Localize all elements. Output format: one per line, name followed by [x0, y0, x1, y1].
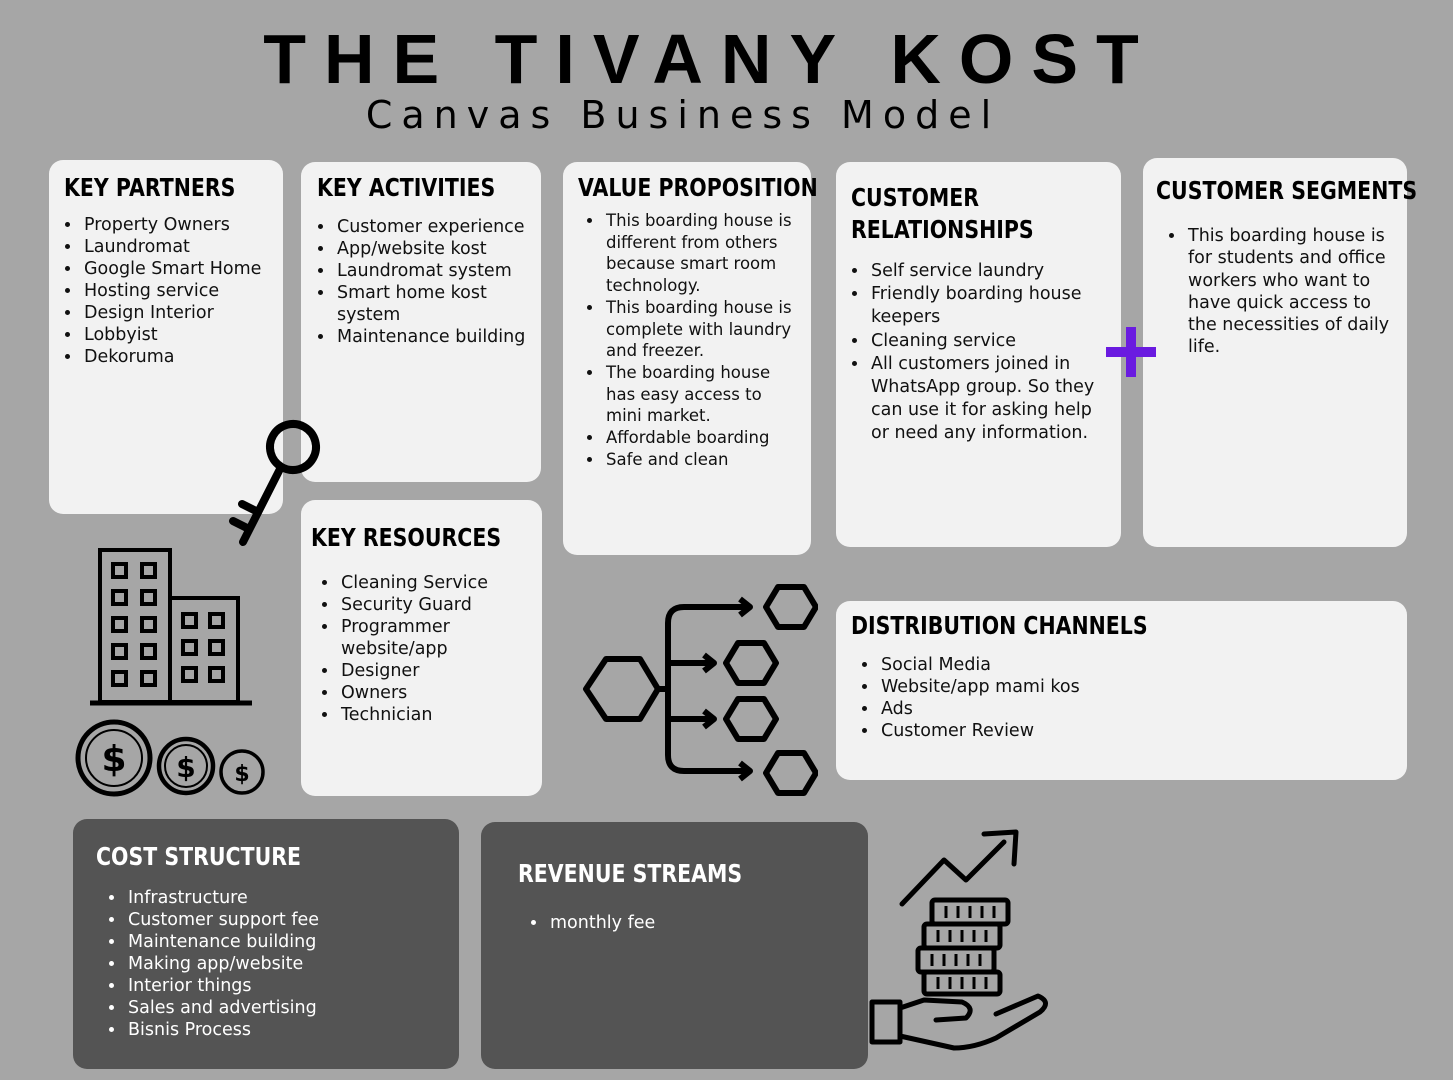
- hexagon-flow-icon: [583, 584, 818, 796]
- cost-structure-list: InfrastructureCustomer support feeMainte…: [96, 887, 439, 1041]
- list-item: Laundromat system: [335, 260, 531, 282]
- value-proposition-list: This boarding house is different from ot…: [578, 210, 795, 470]
- page-title: THE TIVANY KOST: [263, 20, 1157, 98]
- customer-segments-list: This boarding house is for students and …: [1156, 225, 1393, 359]
- customer-relationships-card: CUSTOMER RELATIONSHIPS Self service laun…: [836, 162, 1121, 547]
- dollar-coins-icon: $ $ $: [75, 719, 265, 797]
- key-icon: [229, 420, 320, 546]
- customer-relationships-list: Self service laundryFriendly boarding ho…: [851, 260, 1101, 446]
- key-activities-list: Customer experienceApp/website kostLaund…: [317, 216, 531, 348]
- list-item: Hosting service: [82, 280, 273, 302]
- list-item: Programmer website/app: [339, 616, 532, 660]
- list-item: Self service laundry: [869, 260, 1101, 283]
- list-item: This boarding house is complete with lau…: [604, 297, 795, 362]
- cost-structure-card: COST STRUCTURE InfrastructureCustomer su…: [73, 819, 459, 1069]
- customer-relationships-title-line1: CUSTOMER: [851, 183, 980, 212]
- list-item: Design Interior: [82, 302, 273, 324]
- list-item: Website/app mami kos: [879, 676, 1387, 698]
- distribution-channels-list: Social MediaWebsite/app mami kosAdsCusto…: [851, 654, 1387, 742]
- list-item: Friendly boarding house keepers: [869, 283, 1101, 329]
- list-item: Interior things: [126, 975, 439, 997]
- page-subtitle: Canvas Business Model: [365, 93, 1001, 137]
- list-item: Property Owners: [82, 214, 273, 236]
- list-item: Cleaning Service: [339, 572, 532, 594]
- distribution-channels-title: DISTRIBUTION CHANNELS: [851, 611, 1148, 640]
- list-item: All customers joined in WhatsApp group. …: [869, 353, 1101, 446]
- list-item: Bisnis Process: [126, 1019, 439, 1041]
- list-item: Security Guard: [339, 594, 532, 616]
- list-item: Social Media: [879, 654, 1387, 676]
- list-item: Customer support fee: [126, 909, 439, 931]
- list-item: This boarding house is for students and …: [1186, 225, 1393, 359]
- building-icon: [90, 548, 252, 706]
- list-item: Infrastructure: [126, 887, 439, 909]
- money-growth-hand-icon: [869, 829, 1048, 1051]
- list-item: App/website kost: [335, 238, 531, 260]
- value-proposition-card: VALUE PROPOSITION This boarding house is…: [563, 162, 818, 555]
- value-proposition-title: VALUE PROPOSITION: [578, 173, 818, 202]
- plus-icon: [1106, 327, 1156, 377]
- distribution-channels-card: DISTRIBUTION CHANNELS Social MediaWebsit…: [836, 601, 1407, 780]
- list-item: Lobbyist: [82, 324, 273, 346]
- list-item: Laundromat: [82, 236, 273, 258]
- revenue-streams-title: REVENUE STREAMS: [518, 859, 743, 888]
- list-item: Designer: [339, 660, 532, 682]
- key-partners-list: Property OwnersLaundromatGoogle Smart Ho…: [64, 214, 273, 368]
- list-item: Making app/website: [126, 953, 439, 975]
- list-item: Customer experience: [335, 216, 531, 238]
- key-activities-card: KEY ACTIVITIES Customer experienceApp/we…: [301, 162, 541, 482]
- list-item: Google Smart Home: [82, 258, 273, 280]
- list-item: This boarding house is different from ot…: [604, 210, 795, 297]
- list-item: Owners: [339, 682, 532, 704]
- list-item: Affordable boarding: [604, 427, 795, 449]
- list-item: The boarding house has easy access to mi…: [604, 362, 795, 427]
- revenue-streams-list: monthly fee: [518, 912, 848, 934]
- list-item: Sales and advertising: [126, 997, 439, 1019]
- key-partners-card: KEY PARTNERS Property OwnersLaundromatGo…: [49, 160, 283, 514]
- customer-relationships-title-line2: RELATIONSHIPS: [851, 215, 1034, 244]
- list-item: Smart home kost system: [335, 282, 531, 326]
- customer-segments-card: CUSTOMER SEGMENTS This boarding house is…: [1143, 158, 1418, 547]
- list-item: Technician: [339, 704, 532, 726]
- list-item: Maintenance building: [126, 931, 439, 953]
- customer-segments-title: CUSTOMER SEGMENTS: [1156, 176, 1418, 205]
- svg-text:$: $: [176, 751, 195, 784]
- revenue-streams-card: REVENUE STREAMS monthly fee: [481, 822, 868, 1069]
- cost-structure-title: COST STRUCTURE: [96, 842, 301, 871]
- list-item: Ads: [879, 698, 1387, 720]
- svg-text:$: $: [234, 762, 249, 787]
- list-item: Customer Review: [879, 720, 1387, 742]
- key-partners-title: KEY PARTNERS: [64, 173, 236, 202]
- key-activities-title: KEY ACTIVITIES: [317, 173, 496, 202]
- list-item: Cleaning service: [869, 330, 1101, 353]
- list-item: Dekoruma: [82, 346, 273, 368]
- key-resources-list: Cleaning ServiceSecurity GuardProgrammer…: [311, 572, 532, 726]
- list-item: Maintenance building: [335, 326, 531, 348]
- list-item: monthly fee: [548, 912, 848, 934]
- key-resources-card: KEY RESOURCES Cleaning ServiceSecurity G…: [301, 500, 542, 796]
- list-item: Safe and clean: [604, 449, 795, 471]
- svg-text:$: $: [101, 739, 126, 780]
- key-resources-title: KEY RESOURCES: [311, 523, 502, 552]
